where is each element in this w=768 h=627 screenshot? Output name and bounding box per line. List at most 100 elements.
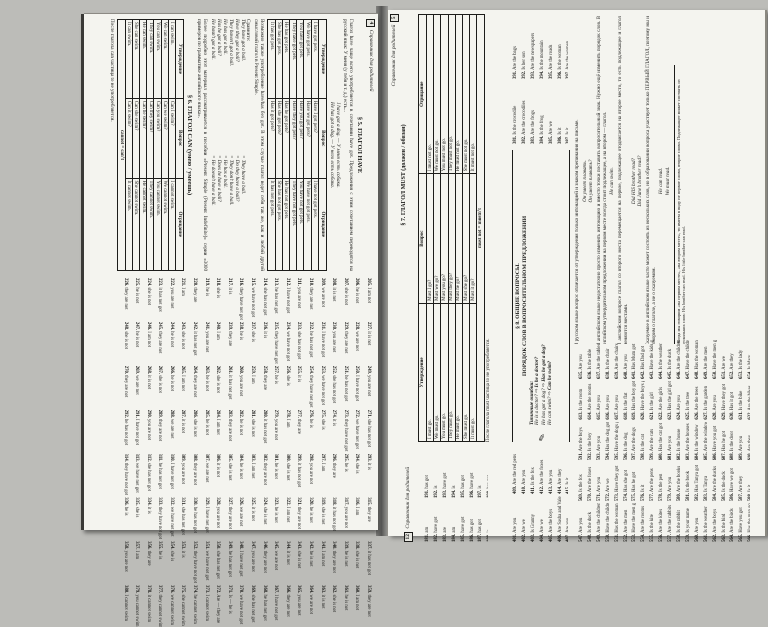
answer-item: 321. they are not — [296, 497, 302, 529]
answer-item: 372. Are — they are — [215, 585, 221, 624]
col-negative: Отрицание — [318, 178, 327, 271]
table-cell: Must I go? — [426, 173, 434, 304]
can-usage-note: После глагола can частица to не употребл… — [109, 19, 116, 122]
answer-item: 304. he is not — [238, 453, 244, 479]
answer-item: 249. you are not — [366, 365, 371, 397]
answer-item: 328. you are not — [215, 497, 221, 528]
answer-column: 271. she has not got 272. we have not got… — [87, 410, 374, 452]
answer-item: 245. they are not — [157, 321, 163, 354]
answer-column: 569. Is the fox 570. Are the foxes 571. Ar… — [578, 462, 750, 501]
answer-item: 340. they are not — [331, 541, 337, 573]
answer-item: 553. Have the men got — [632, 503, 638, 542]
answer-item: 206. he is not — [354, 278, 360, 304]
answer-item: 402. Are we — [521, 519, 527, 542]
col-question: Вопрос — [418, 173, 427, 304]
answer-item: 565. Have you got — [739, 507, 745, 542]
answer-item: 371. Is — he is — [226, 585, 232, 614]
answer-item: 415. Is it — [565, 448, 568, 494]
answer-item: 228. we are not — [354, 321, 360, 351]
section8-heading-block: ✎ § 8. ОБЩИЕ ВОПРОСЫ. ПОРЯДОК СЛОВ В ВОП… — [512, 150, 570, 442]
answer-item: 582. Has Tanya got — [694, 464, 700, 502]
table-cell: He must go. — [455, 303, 463, 442]
table-row: He has got pets. Has he got pets? He has n… — [282, 19, 290, 271]
table-cell: Must we go? — [433, 173, 441, 304]
answer-item: 384. Is the frog — [539, 115, 545, 144]
answer-item: 213. he has not got — [273, 278, 279, 314]
answer-item: 287. it is not — [180, 409, 186, 434]
answer-item: 302. they are not — [261, 453, 267, 486]
must-table-block: Утверждение Вопрос Отрицание I must go. M… — [418, 14, 510, 442]
answer-item: 385. Are we — [548, 121, 554, 144]
section8-title: § 8. ОБЩИЕ ВОПРОСЫ. — [515, 263, 521, 329]
answer-item: 231. I have not got — [319, 321, 325, 358]
table-row: They must go. Must they go? They must not … — [448, 14, 456, 442]
answer-item: 359. they are not — [366, 585, 371, 617]
answer-item: 560. Are you — [694, 517, 700, 542]
answer-item: 635. Are you — [579, 354, 584, 379]
table-cell: We must not go. — [433, 14, 441, 174]
answer-item: 411. Is the fox — [530, 467, 536, 494]
answer-item: 208. it is not — [331, 278, 337, 302]
answer-item: 274. it is — [331, 409, 337, 426]
answer-item: 622. Are the girls — [659, 387, 665, 420]
table-cell: Can he swim? — [139, 98, 147, 179]
cannot-note: cannot = can’t — [117, 19, 126, 271]
answer-item: 331. she has not got — [180, 497, 186, 535]
table-row: I must go. Must I go? I must not go. — [426, 14, 434, 442]
answer-item: 387. Is it — [565, 81, 568, 144]
answer-item: 639. Are the chairs — [614, 343, 620, 379]
answer-item: 404. Are we — [539, 519, 545, 542]
section6-title: § 6. ГЛАГОЛ CAN (умею / умеешь) — [185, 94, 193, 196]
answer-item: 350. she has not got — [215, 541, 221, 579]
answer-item: 629. Have they got — [721, 383, 727, 420]
section5-para2: Возможно также употребление have/has без… — [253, 19, 266, 271]
answer-item: 382. Are the crocodiles — [521, 100, 527, 144]
answer-item: 299. it has not got — [296, 453, 302, 488]
answer-item: 266. he is not — [168, 365, 174, 392]
answer-item: 243. she is not — [180, 321, 186, 349]
page-number-box: 4 — [366, 19, 375, 27]
table-cell: He cannot swim. — [139, 178, 147, 271]
answer-item: 250. I have not got — [354, 365, 360, 402]
answer-item: 556. Are the kites — [659, 508, 665, 542]
answer-item: 224. she is not — [145, 278, 151, 306]
answer-item: 333. they have not got — [157, 497, 163, 540]
table-row: You have got pets. Have you got pets? You … — [296, 19, 304, 271]
answer-item: 192. is — [433, 485, 439, 498]
example-line: Did Jane’s brother read? — [636, 155, 643, 206]
answer-item: 577. Are the pens — [650, 468, 656, 502]
table-cell: You can swim. — [153, 19, 162, 99]
answer-item: 225. he is not — [134, 278, 140, 304]
answer-item: 552. Are the men — [623, 509, 629, 542]
answer-item: 358. you are not — [122, 541, 128, 572]
answer-item: 571. Are you — [596, 476, 602, 502]
answer-item: 351. we have not got — [203, 541, 209, 581]
answer-item: 197. is — [478, 485, 484, 498]
answer-item: 215. we have not got — [250, 278, 256, 318]
right-page: Справочник для родителей 5 § 7. ГЛАГОЛ M… — [388, 10, 767, 542]
table-cell: He has not got pets. — [282, 178, 290, 271]
mistake-example: He can swim? ⇨ Can he swim? — [548, 360, 554, 425]
page-number-box: 5 — [390, 14, 399, 22]
table-header-row: Утверждение Вопрос Отрицание — [418, 14, 427, 442]
answer-item: 236. it is — [261, 321, 267, 339]
answer-item: 292. he has not got — [122, 409, 128, 446]
answer-item: 363. it is not — [319, 585, 325, 609]
answer-item: 595. Have the dogs got — [614, 421, 620, 461]
table-cell: I have got pets. — [311, 19, 319, 99]
example-line: He has got a dog. — У него есть собака. — [329, 102, 336, 188]
answer-item: 412. Are the foxes — [539, 459, 545, 494]
answer-item: 219. he is — [203, 278, 209, 297]
answer-item: 369. she has not got — [250, 585, 256, 623]
answer-item: 339. he is not — [342, 541, 348, 567]
answer-item: 182. have got — [433, 516, 439, 542]
answer-item: 602. Is the house — [676, 428, 682, 461]
section5-para3: Более подробно этот материал рассматрива… — [195, 19, 208, 271]
answer-item: 261. it has not got — [226, 365, 232, 400]
section5-intro: Глагол have чаще всего употребляется в с… — [342, 19, 355, 271]
answer-item: 218. she is — [215, 278, 221, 298]
answer-item: 366. they are not — [284, 585, 290, 617]
answer-item: 259. I am — [250, 365, 256, 384]
answer-item: 244. he is not — [168, 321, 174, 348]
answer-item: 357. I am — [134, 541, 140, 560]
